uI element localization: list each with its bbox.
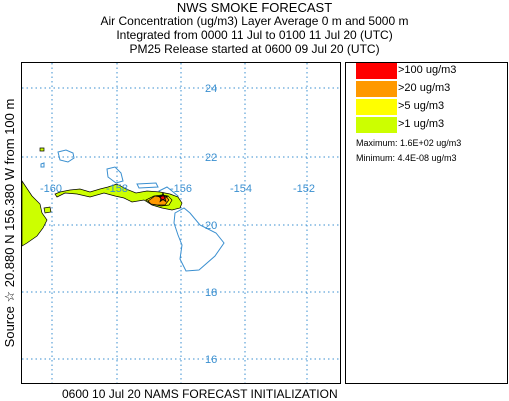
kauai-coast (57, 149, 75, 163)
lon-label-152: -152 (293, 183, 315, 195)
legend-swatch-red (356, 63, 397, 79)
source-star-icon (157, 191, 169, 203)
lat-label-24: 24 (205, 83, 217, 95)
legend-label: >20 ug/m3 (398, 82, 451, 94)
smoke-plume (22, 147, 183, 247)
minimum-value: Minimum: 4.4E-08 ug/m3 (356, 153, 457, 163)
map-canvas: 24 22 20 18 16 -160 -158 -156 -154 -152 (22, 63, 340, 383)
big-island-coast (173, 207, 225, 272)
release-info: PM25 Release started at 0600 09 Jul 20 (… (129, 42, 380, 56)
integration-period: Integrated from 0000 11 Jul to 0100 11 J… (116, 28, 393, 42)
forecast-title: NWS SMOKE FORECAST (176, 0, 333, 15)
plume-over-1 (22, 180, 48, 247)
legend-swatch-orange (356, 81, 397, 97)
coastlines (40, 149, 225, 272)
legend-label: >5 ug/m3 (398, 100, 445, 112)
lat-label-22: 22 (205, 152, 217, 164)
forecast-initialization: 0600 10 Jul 20 NAMS FORECAST INITIALIZAT… (62, 387, 338, 401)
legend-swatch-yellow (356, 99, 397, 115)
legend-swatch-lime (356, 117, 397, 133)
legend-label: >1 ug/m3 (398, 118, 445, 130)
lon-label-158: -158 (106, 183, 128, 195)
lon-label-160: -160 (40, 183, 62, 195)
source-location-text: Source ☆ 20.880 N 156.380 W from 100 m (2, 98, 17, 348)
concentration-subtitle: Air Concentration (ug/m3) Layer Average … (100, 14, 409, 28)
oahu-coast (106, 166, 124, 184)
maximum-value: Maximum: 1.6E+02 ug/m3 (356, 138, 462, 148)
lat-label-16: 16 (205, 354, 217, 366)
lat-label-18: 18 (205, 287, 217, 299)
niihau-coast (40, 162, 45, 168)
lon-label-156: -156 (170, 183, 192, 195)
lat-label-20: 20 (205, 220, 217, 232)
source-location-label: Source ☆ 20.880 N 156.380 W from 100 m (0, 62, 20, 384)
legend-label: >100 ug/m3 (398, 64, 457, 76)
plume-over-1 (39, 147, 45, 152)
legend-panel: >100 ug/m3 >20 ug/m3 >5 ug/m3 >1 ug/m3 M… (345, 62, 508, 384)
plume-over-1 (43, 206, 52, 214)
smoke-map: 24 22 20 18 16 -160 -158 -156 -154 -152 (21, 62, 341, 384)
lon-label-154: -154 (230, 183, 252, 195)
lat-lon-grid (22, 63, 340, 383)
molokai-coast (136, 182, 159, 189)
